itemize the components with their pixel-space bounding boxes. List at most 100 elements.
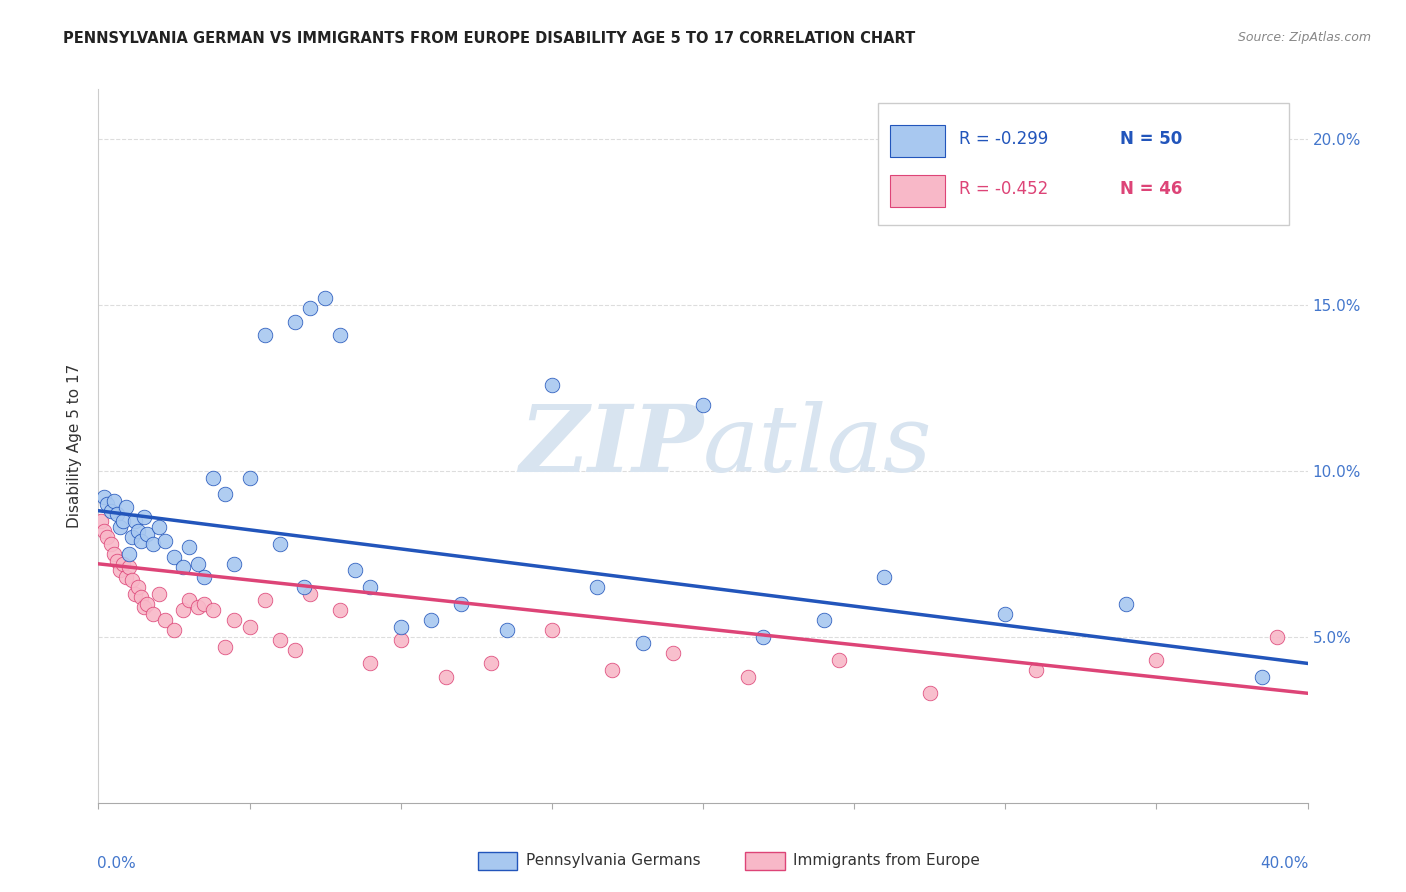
Point [124, 587, 146, 601]
Point [994, 607, 1017, 621]
Point [540, 377, 562, 392]
Point [103, 547, 125, 561]
Point [193, 570, 215, 584]
Text: N = 50: N = 50 [1121, 130, 1182, 148]
Point [111, 557, 134, 571]
Point [129, 533, 152, 548]
Text: R = -0.452: R = -0.452 [959, 180, 1049, 198]
Point [111, 514, 134, 528]
Point [135, 597, 157, 611]
Text: 40.0%: 40.0% [1260, 856, 1309, 871]
Point [752, 630, 775, 644]
Point [121, 530, 143, 544]
Point [187, 599, 209, 614]
Point [360, 580, 382, 594]
Point [100, 504, 122, 518]
Point [1267, 630, 1289, 644]
Point [132, 599, 155, 614]
Point [631, 636, 654, 650]
Point [360, 657, 382, 671]
Point [105, 507, 128, 521]
Point [292, 580, 315, 594]
Point [93, 524, 115, 538]
Point [163, 550, 186, 565]
Point [540, 624, 562, 638]
Text: Immigrants from Europe: Immigrants from Europe [793, 854, 980, 868]
Point [284, 314, 307, 328]
Point [1115, 597, 1137, 611]
Point [737, 670, 759, 684]
Point [163, 624, 186, 638]
Y-axis label: Disability Age 5 to 17: Disability Age 5 to 17 [67, 364, 83, 528]
Text: Pennsylvania Germans: Pennsylvania Germans [526, 854, 700, 868]
Point [828, 653, 851, 667]
Point [586, 580, 609, 594]
Point [172, 560, 194, 574]
Point [253, 593, 276, 607]
Point [662, 647, 685, 661]
Point [127, 580, 149, 594]
Text: R = -0.299: R = -0.299 [959, 130, 1049, 148]
Point [1024, 663, 1046, 677]
Point [153, 613, 176, 627]
Point [813, 613, 835, 627]
Point [127, 524, 149, 538]
Point [132, 510, 155, 524]
Point [299, 301, 322, 316]
Point [299, 587, 322, 601]
Point [108, 520, 131, 534]
Point [202, 603, 225, 617]
FancyBboxPatch shape [879, 103, 1289, 225]
Point [1251, 670, 1274, 684]
Point [96, 530, 118, 544]
Point [108, 564, 131, 578]
Point [450, 597, 472, 611]
Point [118, 560, 141, 574]
Text: Source: ZipAtlas.com: Source: ZipAtlas.com [1237, 31, 1371, 45]
Point [269, 633, 291, 648]
Point [224, 613, 246, 627]
Point [918, 686, 941, 700]
Point [269, 537, 291, 551]
Point [142, 537, 165, 551]
Point [214, 640, 236, 654]
Text: 0.0%: 0.0% [97, 856, 136, 871]
Point [172, 603, 194, 617]
Point [495, 624, 517, 638]
Point [114, 570, 136, 584]
Point [135, 527, 157, 541]
Point [193, 597, 215, 611]
Point [434, 670, 457, 684]
Point [179, 540, 201, 554]
Point [344, 564, 367, 578]
FancyBboxPatch shape [890, 175, 945, 207]
Point [124, 514, 146, 528]
Text: atlas: atlas [703, 401, 932, 491]
Point [224, 557, 246, 571]
Point [202, 470, 225, 484]
Point [148, 587, 170, 601]
Point [96, 497, 118, 511]
Point [90, 514, 112, 528]
Point [284, 643, 307, 657]
Point [239, 620, 262, 634]
Point [121, 574, 143, 588]
Point [389, 620, 412, 634]
Point [873, 570, 896, 584]
Point [187, 557, 209, 571]
Point [329, 327, 352, 342]
Point [93, 491, 115, 505]
Point [103, 493, 125, 508]
Text: N = 46: N = 46 [1121, 180, 1182, 198]
Point [129, 590, 152, 604]
Point [239, 470, 262, 484]
Point [420, 613, 443, 627]
Point [389, 633, 412, 648]
Point [1144, 653, 1167, 667]
Point [114, 500, 136, 515]
Text: ZIP: ZIP [519, 401, 703, 491]
Point [602, 663, 624, 677]
Text: PENNSYLVANIA GERMAN VS IMMIGRANTS FROM EUROPE DISABILITY AGE 5 TO 17 CORRELATION: PENNSYLVANIA GERMAN VS IMMIGRANTS FROM E… [63, 31, 915, 46]
Point [105, 553, 128, 567]
Point [214, 487, 236, 501]
